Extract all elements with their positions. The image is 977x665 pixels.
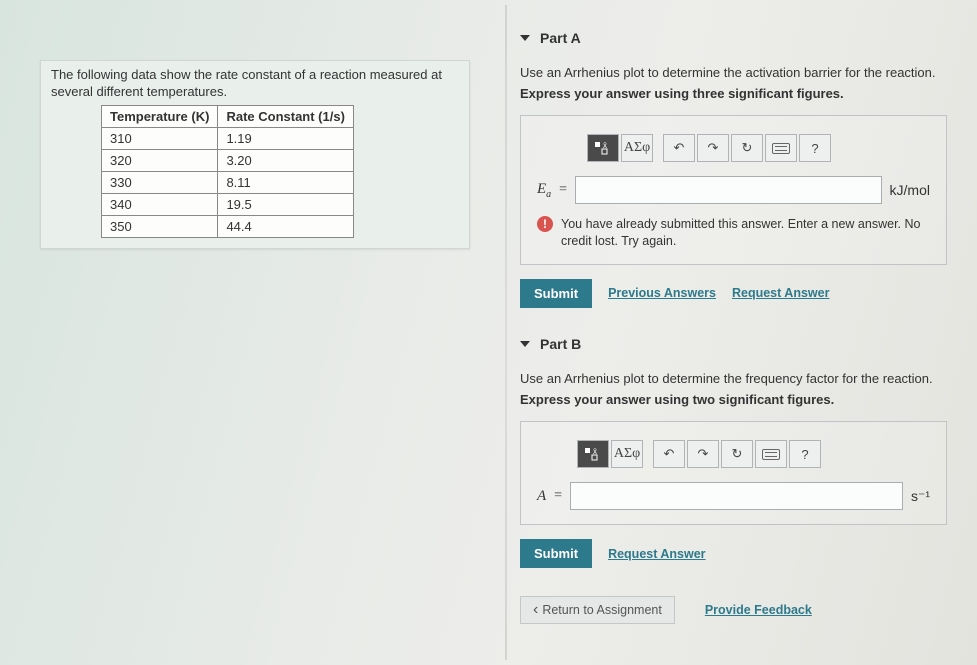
table-row: 3308.11: [102, 171, 354, 193]
part-a-request-answer-link[interactable]: Request Answer: [732, 286, 829, 300]
template-icon[interactable]: x̄: [587, 134, 619, 162]
redo-button[interactable]: ↷: [697, 134, 729, 162]
provide-feedback-link[interactable]: Provide Feedback: [705, 603, 812, 617]
footer: Return to Assignment Provide Feedback: [520, 596, 947, 624]
part-b-actions: Submit Request Answer: [520, 539, 947, 568]
part-b-header[interactable]: Part B: [520, 336, 947, 352]
undo-button[interactable]: ↶: [653, 440, 685, 468]
warning-icon: !: [537, 216, 553, 232]
part-a-toolbar: x̄ ΑΣφ ↶ ↷ ↻ ?: [587, 134, 930, 162]
undo-button[interactable]: ↶: [663, 134, 695, 162]
greek-letters-button[interactable]: ΑΣφ: [611, 440, 643, 468]
part-b-instruction: Use an Arrhenius plot to determine the f…: [520, 370, 947, 388]
chevron-left-icon: [533, 603, 538, 617]
problem-panel: The following data show the rate constan…: [0, 0, 510, 665]
part-b-title: Part B: [540, 336, 581, 352]
part-b-submit-button[interactable]: Submit: [520, 539, 592, 568]
part-a-title: Part A: [540, 30, 581, 46]
part-b-answer-row: A = s⁻¹: [537, 482, 930, 510]
answer-panel: Part A Use an Arrhenius plot to determin…: [510, 0, 977, 665]
redo-button[interactable]: ↷: [687, 440, 719, 468]
part-a-actions: Submit Previous Answers Request Answer: [520, 279, 947, 308]
collapse-icon: [520, 341, 530, 347]
part-a-instruction: Use an Arrhenius plot to determine the a…: [520, 64, 947, 82]
keyboard-icon: [772, 143, 790, 154]
part-a-unit: kJ/mol: [890, 182, 930, 198]
table-header-rate: Rate Constant (1/s): [218, 105, 353, 127]
keyboard-button[interactable]: [755, 440, 787, 468]
part-b-input[interactable]: [570, 482, 903, 510]
reset-button[interactable]: ↻: [721, 440, 753, 468]
part-a-variable: Ea: [537, 181, 551, 200]
part-a-header[interactable]: Part A: [520, 30, 947, 46]
part-b-unit: s⁻¹: [911, 488, 930, 505]
table-row: 3203.20: [102, 149, 354, 171]
previous-answers-link[interactable]: Previous Answers: [608, 286, 716, 300]
greek-letters-button[interactable]: ΑΣφ: [621, 134, 653, 162]
keyboard-button[interactable]: [765, 134, 797, 162]
table-row: 35044.4: [102, 215, 354, 237]
table-header-temperature: Temperature (K): [102, 105, 218, 127]
part-a-warning-text: You have already submitted this answer. …: [561, 216, 930, 250]
equals-sign: =: [559, 182, 567, 198]
help-button[interactable]: ?: [789, 440, 821, 468]
table-row: 3101.19: [102, 127, 354, 149]
part-a-submit-button[interactable]: Submit: [520, 279, 592, 308]
pane-divider: [505, 5, 507, 660]
template-icon[interactable]: x̄: [577, 440, 609, 468]
part-a-input[interactable]: [575, 176, 881, 204]
part-a-answer-box: x̄ ΑΣφ ↶ ↷ ↻ ? Ea = kJ/mol ! You have al…: [520, 115, 947, 265]
help-button[interactable]: ?: [799, 134, 831, 162]
problem-info-box: The following data show the rate constan…: [40, 60, 470, 249]
part-b-request-answer-link[interactable]: Request Answer: [608, 547, 705, 561]
part-a-warning: ! You have already submitted this answer…: [537, 216, 930, 250]
part-b-format: Express your answer using two significan…: [520, 392, 947, 407]
part-b-answer-box: x̄ ΑΣφ ↶ ↷ ↻ ? A = s⁻¹: [520, 421, 947, 525]
problem-intro: The following data show the rate constan…: [51, 67, 459, 101]
part-a-answer-row: Ea = kJ/mol: [537, 176, 930, 204]
reset-button[interactable]: ↻: [731, 134, 763, 162]
part-b-variable: A: [537, 488, 546, 505]
collapse-icon: [520, 35, 530, 41]
data-table: Temperature (K) Rate Constant (1/s) 3101…: [101, 105, 354, 238]
table-row: 34019.5: [102, 193, 354, 215]
return-to-assignment-button[interactable]: Return to Assignment: [520, 596, 675, 624]
keyboard-icon: [762, 449, 780, 460]
equals-sign: =: [554, 488, 562, 504]
part-a-format: Express your answer using three signific…: [520, 86, 947, 101]
part-b-toolbar: x̄ ΑΣφ ↶ ↷ ↻ ?: [577, 440, 930, 468]
